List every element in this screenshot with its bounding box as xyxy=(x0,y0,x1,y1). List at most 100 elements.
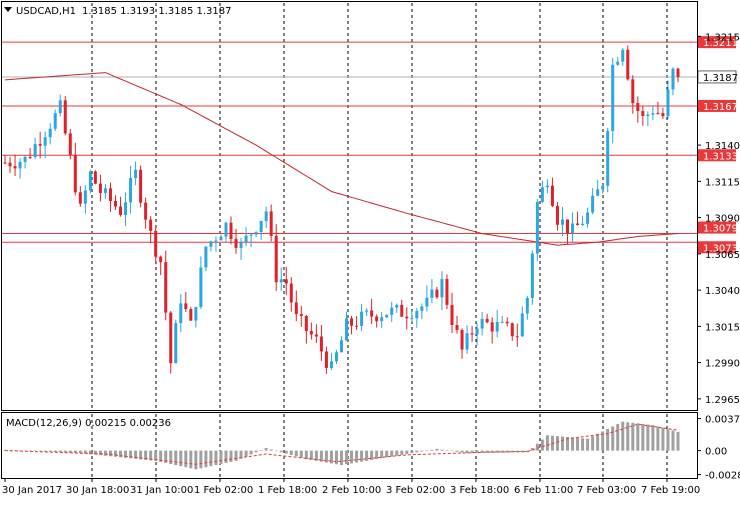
time-label: 30 Jan 18:00 xyxy=(66,485,129,496)
candle-body xyxy=(314,334,318,337)
macd-bar xyxy=(169,450,173,465)
price-label: 1.3215 xyxy=(705,32,740,43)
macd-bar xyxy=(154,450,158,461)
candle-body xyxy=(591,195,595,213)
macd-bar xyxy=(375,450,379,460)
candle-body xyxy=(440,278,444,298)
macd-bar xyxy=(621,421,625,451)
level-tag xyxy=(698,36,736,49)
candle-body xyxy=(284,279,288,284)
candle-body xyxy=(390,307,394,315)
price-label: 1.3065 xyxy=(705,250,740,261)
candle-body xyxy=(455,325,459,331)
macd-bar xyxy=(194,450,198,470)
macd-tick-label: 0.00376 xyxy=(705,415,740,426)
candle-body xyxy=(234,238,238,248)
candle-body xyxy=(169,312,173,364)
candle-body xyxy=(636,103,640,111)
macd-bar xyxy=(460,450,464,453)
price-label: 1.3040 xyxy=(705,286,740,297)
candle-body xyxy=(129,178,133,203)
candle-body xyxy=(214,240,218,242)
price-label: 1.3140 xyxy=(705,141,740,152)
macd-bar xyxy=(360,450,364,462)
time-label: 6 Feb 11:00 xyxy=(514,485,573,496)
candle-body xyxy=(380,317,384,322)
triangle-down-icon[interactable] xyxy=(4,7,12,12)
candle-body xyxy=(400,304,404,317)
macd-bar xyxy=(616,424,620,451)
candle-body xyxy=(249,234,253,236)
macd-tick-label: -0.00282 xyxy=(705,471,740,482)
candle-body xyxy=(535,201,539,254)
candle-body xyxy=(560,219,564,225)
price-axis: 1.3215 1.3140 1.3115 1.3090 1.3065 1.3040 1.30… xyxy=(697,32,740,406)
macd-bar xyxy=(641,423,645,451)
candle-body xyxy=(219,236,223,241)
candle-body xyxy=(139,169,143,203)
macd-bar xyxy=(63,450,67,453)
macd-bar xyxy=(134,450,138,459)
macd-bar xyxy=(355,450,359,463)
candle-body xyxy=(159,256,163,263)
candle-body xyxy=(430,289,434,298)
macd-bar xyxy=(8,449,12,451)
macd-bar xyxy=(28,450,32,452)
candle-body xyxy=(611,64,615,132)
candle-body xyxy=(465,333,469,350)
macd-bar xyxy=(68,450,72,453)
moving-average xyxy=(4,72,679,246)
ma-line xyxy=(4,72,679,246)
candle-body xyxy=(119,206,123,215)
macd-bar xyxy=(234,450,238,461)
macd-bar xyxy=(144,450,148,460)
macd-bar xyxy=(566,436,570,451)
time-label: 2 Feb 10:00 xyxy=(322,485,381,496)
candle-body xyxy=(189,309,193,321)
macd-bar xyxy=(224,450,228,463)
candle-body xyxy=(435,289,439,298)
candle-body xyxy=(450,304,454,326)
macd-bar xyxy=(113,450,117,457)
candle-body xyxy=(500,321,504,323)
candle-body xyxy=(370,310,374,317)
candle-body xyxy=(329,361,333,368)
macd-bar xyxy=(495,450,499,453)
candle-body xyxy=(410,318,414,320)
candle-body xyxy=(124,202,128,215)
candle-body xyxy=(445,278,449,305)
macd-bar xyxy=(545,435,549,451)
macd-bar xyxy=(490,450,494,453)
candle-body xyxy=(334,352,338,362)
candle-body xyxy=(98,183,102,194)
macd-bar xyxy=(229,450,233,462)
macd-bar xyxy=(58,450,62,453)
macd-bar xyxy=(174,450,178,466)
candle-body xyxy=(289,283,293,303)
candle-body xyxy=(671,68,675,90)
level-lines[interactable]: 1.3211 1.3167 1.3133 1.3079 1.3073 1.3187 xyxy=(2,36,738,254)
candle-body xyxy=(3,162,7,164)
candle-body xyxy=(405,316,409,319)
price-label: 1.3115 xyxy=(705,177,740,188)
candle-body xyxy=(134,169,138,179)
candle-body xyxy=(631,79,635,104)
time-label: 3 Feb 18:00 xyxy=(450,485,509,496)
level-tag xyxy=(698,99,736,112)
level-tag-label: 1.3211 xyxy=(703,38,738,49)
candle-body xyxy=(38,144,42,146)
time-label: 1 Feb 02:00 xyxy=(194,485,253,496)
candle-body xyxy=(294,302,298,315)
macd-bar xyxy=(48,450,52,452)
macd-bar xyxy=(395,450,399,456)
candle-body xyxy=(480,318,484,329)
candle-body xyxy=(93,171,97,184)
level-tag-label: 1.3073 xyxy=(703,243,738,254)
candle-body xyxy=(83,190,87,204)
candle-body xyxy=(576,223,580,226)
macd-bar xyxy=(350,450,354,464)
candle-body xyxy=(566,219,570,234)
macd-bar xyxy=(500,450,504,453)
